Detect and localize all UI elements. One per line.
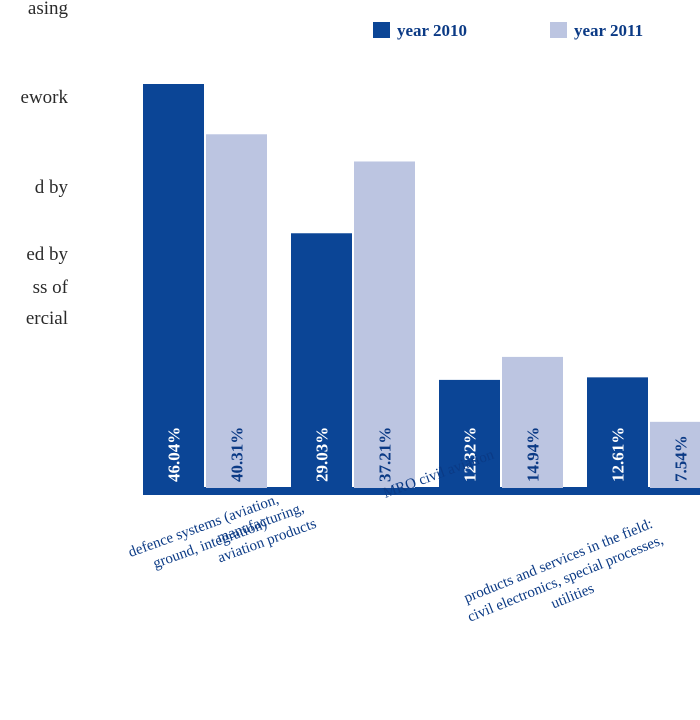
legend-swatch [373,22,390,38]
value-label: 12.61% [609,427,628,482]
value-label: 14.94% [524,427,543,482]
bar [206,134,267,488]
bar [439,379,500,488]
value-label: 7.54% [672,435,691,482]
side-text: ework [21,87,69,108]
value-label: 37.21% [376,427,395,482]
value-label: 29.03% [313,427,332,482]
legend-swatch [550,22,567,38]
bar [650,421,700,488]
value-label: 46.04% [165,427,184,482]
bar [502,356,563,488]
side-text: ss of [33,277,69,298]
side-text: asing [28,0,69,19]
category-label: products and services in the field:civil… [458,515,672,644]
side-text: ed by [26,244,68,265]
side-text: ercial [26,308,68,329]
bar [354,161,415,488]
legend-label: year 2011 [574,21,643,40]
legend-label: year 2010 [397,21,467,40]
value-label: 40.31% [228,427,247,482]
baseline [143,487,700,495]
bar [143,84,204,488]
bar [291,233,352,488]
value-label: 12.32% [461,427,480,482]
bar [587,377,648,488]
side-text: d by [35,177,69,198]
